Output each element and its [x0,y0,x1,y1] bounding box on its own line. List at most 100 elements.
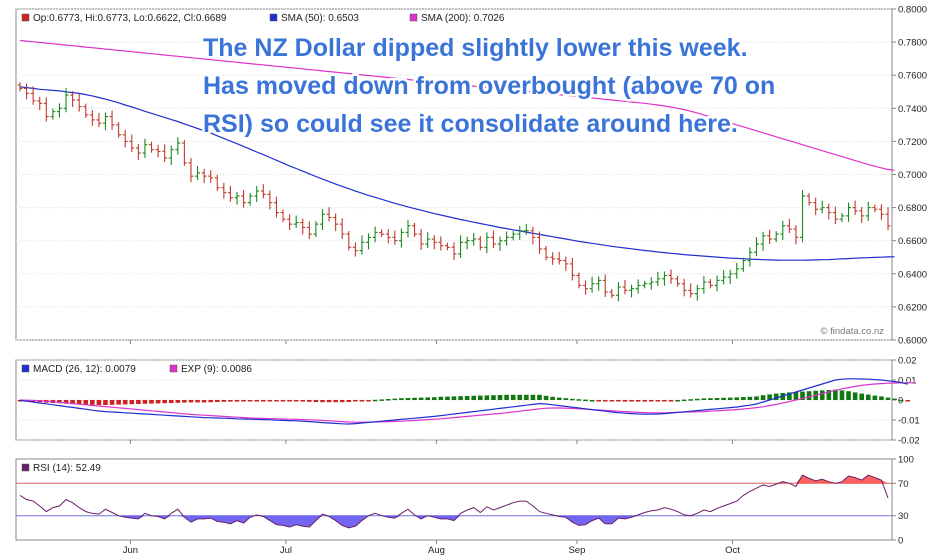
price-bar [260,184,266,199]
price-bar [438,236,444,251]
macd-histogram-bar [320,400,325,403]
rsi-tick-label: 0 [898,536,903,547]
price-legend-swatch [21,13,30,22]
macd-legend-swatch [169,364,178,373]
rsi-legend-swatch [21,463,30,472]
price-bar [135,144,141,160]
x-axis-months: Jun Jul Aug Sep Oct [123,340,740,556]
price-bar [753,237,759,257]
rsi-tick-label: 100 [898,455,914,466]
rsi-legend: RSI (14): 52.49 [21,463,101,474]
macd-histogram-bar [642,400,647,402]
macd-histogram-bar [497,395,503,400]
macd-histogram-bar [392,398,398,401]
macd-histogram-bar [241,400,246,402]
macd-legend-entry: EXP (9): 0.0086 [181,364,252,375]
price-bar [819,200,825,214]
price-bar [412,222,418,238]
price-bar [398,228,404,248]
price-bar [431,235,437,250]
price-bar [188,157,194,183]
price-bar [76,94,82,112]
macd-histogram-bar [484,395,490,400]
macd-histogram-bar [589,400,595,402]
price-bar [116,121,122,138]
price-bar [359,235,365,255]
price-tick-label: 0.7600 [898,71,927,82]
price-bar [56,103,62,118]
macd-histogram-bar [852,392,858,400]
price-bar [872,204,878,213]
macd-histogram-bar [431,397,437,400]
price-bar [17,82,23,92]
macd-histogram-bar [596,400,601,402]
price-bar [701,276,707,294]
price-bar [63,88,69,113]
price-tick-label: 0.6400 [898,269,927,280]
macd-histogram-bar [524,394,529,400]
price-tick-label: 0.7400 [898,104,927,115]
price-bar [885,207,891,230]
price-bar [352,242,358,257]
rsi-tick-label: 70 [898,479,909,490]
price-bar [839,212,845,223]
price-bar [319,209,325,231]
macd-histogram-bar [701,398,707,400]
macd-histogram-bar [550,396,555,400]
macd-histogram-bar [826,390,832,400]
price-bar [24,83,30,100]
price-bar [181,140,187,166]
macd-histogram-bar [892,398,897,401]
macd-histogram-bar [182,400,187,403]
macd-histogram-bar [438,396,444,400]
price-bar [734,262,740,279]
price-bar [425,232,431,248]
macd-histogram-bar [787,392,792,400]
x-month-label: Aug [428,545,445,556]
price-bar [142,138,148,158]
macd-histogram-bar [609,400,615,402]
price-bar [615,282,621,302]
sma200-line [19,39,895,171]
price-bar [109,110,115,130]
price-bar [326,207,332,222]
macd-histogram-bar [293,400,299,402]
macd-histogram-bar [129,400,135,405]
macd-histogram-bar [675,400,680,402]
x-month-label: Jun [123,545,138,556]
price-bar [832,206,838,225]
macd-histogram-bar [872,395,878,400]
macd-histogram-bar [300,400,306,402]
macd-histogram-bar [208,400,213,403]
rsi-panel: 0 30 70 100 RSI (14): 52.49 [15,455,914,547]
price-bar [786,218,792,234]
price-bar [405,219,411,238]
macd-histogram-bar [543,395,549,400]
macd-histogram-bar [504,394,509,400]
macd-histogram-bar [346,400,352,402]
macd-tick-label: -0.01 [898,416,920,427]
macd-tick-label: -0.02 [898,436,920,447]
price-legend-swatch [269,13,278,22]
price-bar [392,230,398,245]
price-bar [800,190,806,243]
rsi-overbought-area [20,475,888,484]
macd-histogram-bar [576,399,582,401]
price-bar [694,284,700,301]
x-month-label: Jul [280,545,292,556]
price-bar [543,245,549,261]
price-tick-label: 0.6600 [898,236,927,247]
price-bar [859,206,865,223]
price-bar [635,279,641,294]
macd-histogram-bar [214,400,220,402]
macd-histogram-bar [280,400,286,402]
price-bar [793,225,799,245]
macd-histogram-bar [681,399,687,402]
macd-histogram-bar [267,400,273,402]
price-bar [471,233,477,246]
price-bar [293,215,299,229]
price-bar [517,225,523,241]
price-gridlines [16,8,892,341]
price-bar [767,229,773,245]
